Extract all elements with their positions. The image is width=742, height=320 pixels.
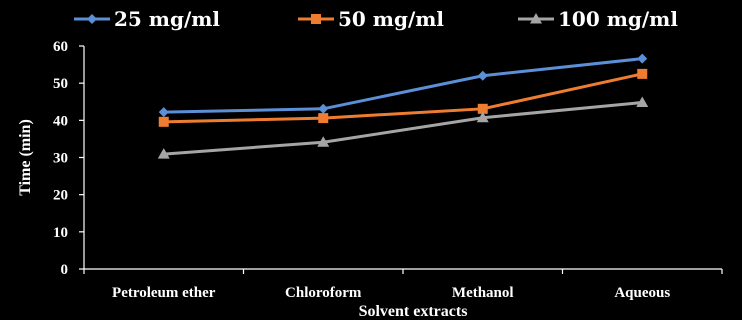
- legend-item-50-mg-ml: 50 mg/ml: [298, 7, 444, 31]
- series-line-100-mg-ml: [163, 101, 643, 156]
- legend-item-25-mg-ml: 25 mg/ml: [74, 7, 220, 31]
- data-point: [317, 136, 330, 147]
- y-tick-label: 50: [53, 76, 68, 92]
- data-point: [636, 96, 649, 107]
- data-point: [318, 103, 329, 114]
- legend-label: 100 mg/ml: [558, 7, 678, 31]
- series-line-25-mg-ml: [163, 57, 643, 114]
- data-point: [158, 116, 169, 127]
- legend-marker: [311, 14, 321, 24]
- data-point: [637, 68, 648, 79]
- x-tick-label: Methanol: [452, 285, 514, 301]
- y-tick-label: 40: [53, 113, 68, 129]
- legend: 25 mg/ml 50 mg/ml 100 mg/ml: [74, 7, 678, 31]
- x-tick-label: Aqueous: [614, 285, 670, 301]
- data-point: [477, 103, 488, 114]
- series-25-mg-ml: [158, 53, 648, 118]
- data-point: [476, 111, 489, 123]
- data-point: [158, 107, 169, 118]
- plot-area: [157, 53, 649, 159]
- legend-label: 25 mg/ml: [114, 7, 220, 31]
- y-tick-label: 20: [53, 188, 68, 204]
- series-100-mg-ml: [157, 96, 649, 159]
- data-point: [318, 113, 329, 124]
- x-tick-label: Chloroform: [285, 285, 362, 301]
- x-tick-label: Petroleum ether: [112, 285, 216, 301]
- data-point: [477, 70, 488, 81]
- data-point: [157, 148, 170, 159]
- legend-marker: [530, 13, 542, 24]
- series-line-50-mg-ml: [163, 72, 643, 124]
- y-tick-label: 0: [61, 262, 69, 278]
- series-50-mg-ml: [158, 68, 648, 127]
- y-axis: 0 10 20 30 40 50 60: [53, 39, 85, 278]
- y-tick-label: 60: [53, 39, 68, 55]
- legend-label: 50 mg/ml: [338, 7, 444, 31]
- x-axis-title: Solvent extracts: [359, 303, 468, 320]
- data-point: [637, 53, 648, 64]
- x-axis: Petroleum ether Chloroform Methanol Aqueous: [83, 268, 723, 301]
- y-tick-label: 10: [53, 225, 68, 241]
- y-axis-title: Time (min): [17, 119, 34, 196]
- legend-item-100-mg-ml: 100 mg/ml: [518, 7, 678, 31]
- legend-marker: [87, 14, 97, 24]
- y-tick-label: 30: [53, 151, 68, 167]
